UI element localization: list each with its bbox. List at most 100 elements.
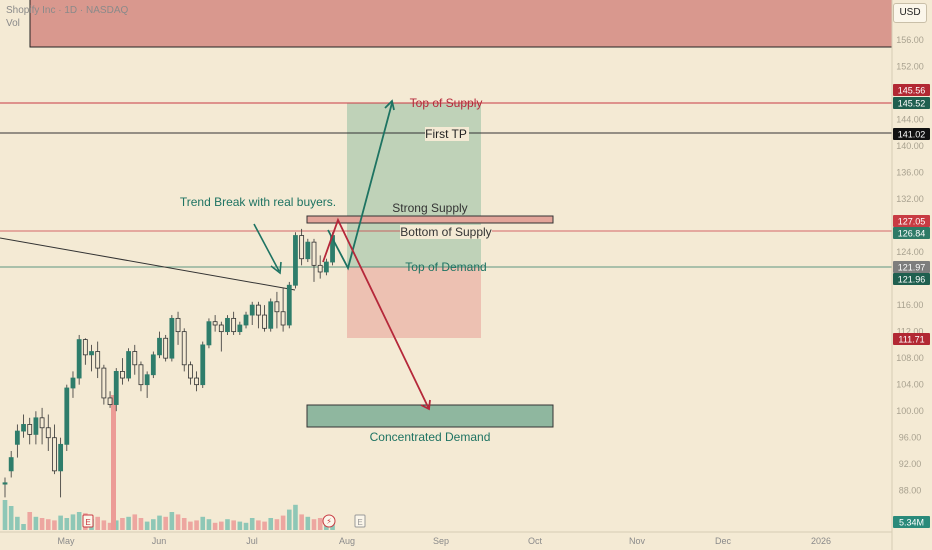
candle-body — [70, 377, 76, 389]
dividend-marker-icon: ⚡ — [326, 517, 332, 526]
volume-bar — [70, 514, 76, 530]
volume-bar — [126, 516, 131, 530]
candle-body — [163, 337, 169, 359]
candle-body — [286, 284, 292, 326]
volume-bar — [219, 521, 224, 530]
volume-bar — [132, 514, 138, 530]
volume-bar — [274, 519, 280, 530]
currency-button[interactable]: USD — [893, 3, 927, 23]
candle-body — [52, 437, 57, 472]
candle-body — [237, 324, 243, 333]
volume-bar — [113, 520, 119, 530]
candle-body — [280, 311, 286, 326]
candle-body — [58, 443, 64, 472]
volume-bar — [120, 518, 125, 530]
price-badge-text: 127.05 — [898, 217, 926, 227]
volume-bar — [268, 518, 274, 530]
strong-supply-zone — [306, 215, 554, 224]
candle-body — [293, 235, 298, 286]
candle-body — [82, 339, 88, 356]
price-badge-text: 121.96 — [898, 275, 926, 285]
price-tick-label: 88.00 — [899, 486, 922, 496]
candle-body — [89, 351, 94, 356]
upper-supply-zone — [29, 0, 893, 48]
volume-bar — [52, 520, 57, 530]
time-axis-label: May — [57, 536, 75, 546]
time-axis-labels: May Jun Jul Aug Sep Oct Nov Dec 2026 — [57, 536, 831, 546]
volume-bar — [58, 515, 63, 530]
volume-spike-bar — [111, 395, 116, 530]
volume-bar — [27, 512, 33, 530]
price-badge — [893, 84, 930, 96]
earnings-marker-2-text: E — [357, 518, 362, 527]
candle-body — [33, 417, 39, 435]
price-badge-text: 141.02 — [898, 130, 926, 140]
price-badge — [893, 261, 930, 273]
candle-body — [126, 351, 131, 379]
candle-body — [2, 482, 8, 485]
volume-bar — [181, 518, 187, 530]
candle-body — [39, 417, 45, 429]
strong-supply-label: Strong Supply — [392, 201, 467, 215]
volume-bar — [2, 500, 8, 530]
volume-bar — [76, 512, 82, 530]
price-badge-text: 5.34M — [899, 518, 924, 528]
candle-body — [323, 261, 329, 273]
volume-bar — [21, 524, 26, 530]
time-axis-label: 2026 — [811, 536, 831, 546]
candle-body — [231, 317, 237, 333]
time-axis-label: Jun — [152, 536, 167, 546]
time-axis-label: Jul — [246, 536, 258, 546]
volume-bar — [249, 518, 255, 530]
volume-bar — [64, 518, 70, 530]
candle-body — [132, 351, 138, 366]
volume-bar — [311, 519, 317, 530]
price-badge — [893, 128, 930, 140]
volume-bar — [256, 520, 261, 530]
candle-body — [157, 337, 162, 356]
price-badge-text: 121.97 — [898, 263, 926, 273]
volume-label: Vol — [6, 18, 20, 29]
candle-body — [299, 235, 305, 260]
dividend-marker[interactable] — [322, 514, 336, 528]
volume-bar — [15, 516, 20, 530]
trend-break-label: Trend Break with real buyers. — [180, 195, 336, 209]
price-tick-label: 124.00 — [896, 247, 924, 257]
time-axis-label: Oct — [528, 536, 543, 546]
volume-bar — [225, 519, 230, 530]
volume-bar — [138, 518, 144, 530]
candle-body — [21, 424, 26, 432]
volume-bar — [39, 518, 45, 530]
price-tick-label: 132.00 — [896, 194, 924, 204]
candle-body — [95, 351, 101, 369]
volume-bar — [206, 519, 212, 530]
volume-bar — [194, 520, 199, 530]
price-tick-label: 152.00 — [896, 61, 924, 71]
volume-bar — [200, 516, 206, 530]
price-tick-label: 136.00 — [896, 168, 924, 178]
volume-bar — [151, 519, 156, 530]
volume-bar — [45, 519, 51, 530]
candle-body — [243, 314, 249, 326]
candle-body — [187, 364, 193, 379]
price-badge-text: 111.71 — [898, 335, 924, 345]
price-tick-label: 100.00 — [896, 406, 924, 416]
volume-bar — [231, 520, 236, 530]
earnings-marker[interactable] — [82, 514, 94, 528]
candle-body — [206, 321, 212, 346]
price-tick-label: 116.00 — [897, 300, 924, 310]
long-stop-zone — [347, 267, 481, 338]
candle-body — [120, 371, 125, 379]
chart-header: Shopify Inc · 1D · NASDAQ Vol — [6, 4, 128, 30]
volume-bar — [243, 522, 249, 530]
candle-body — [45, 427, 51, 439]
candle-body — [27, 424, 33, 435]
price-tick-label: 144.00 — [896, 114, 924, 124]
earnings-marker-2[interactable] — [354, 514, 366, 528]
candles — [2, 228, 335, 498]
volume-bar — [212, 522, 218, 530]
time-axis-label: Dec — [715, 536, 732, 546]
bottom-of-supply-label: Bottom of Supply — [400, 225, 491, 239]
candle-body — [64, 387, 70, 445]
